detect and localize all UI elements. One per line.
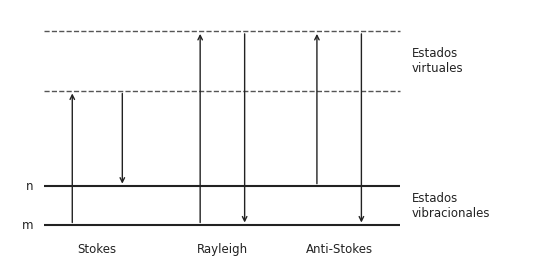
Text: Estados
vibracionales: Estados vibracionales xyxy=(411,192,490,220)
Text: Estados
virtuales: Estados virtuales xyxy=(411,47,463,75)
Text: m: m xyxy=(22,219,33,232)
Text: Rayleigh: Rayleigh xyxy=(197,243,248,256)
Text: Stokes: Stokes xyxy=(78,243,117,256)
Text: n: n xyxy=(26,180,33,193)
Text: Anti-Stokes: Anti-Stokes xyxy=(306,243,373,256)
